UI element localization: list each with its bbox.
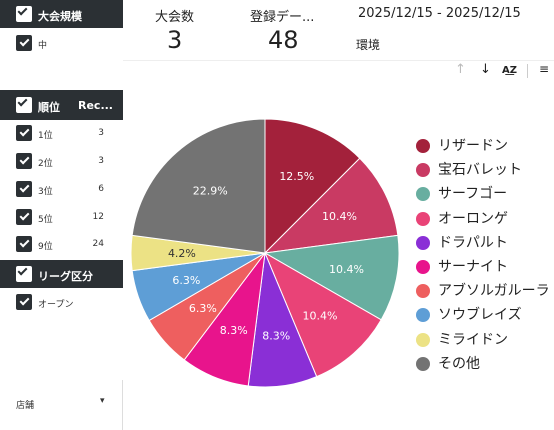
legend-label: リザードン bbox=[438, 138, 508, 154]
legend-swatch bbox=[416, 260, 430, 274]
legend-label: 宝石バレット bbox=[438, 162, 522, 179]
filter-header-rank[interactable]: 順位 Rec... bbox=[0, 90, 123, 120]
pie-slice[interactable] bbox=[263, 234, 400, 321]
legend-swatch bbox=[416, 235, 430, 250]
arrow-down-icon[interactable]: ↓ bbox=[480, 62, 491, 77]
legend-label: サーフゴー bbox=[438, 186, 508, 203]
checkbox-icon[interactable] bbox=[16, 96, 32, 113]
filter-item-count: 12 bbox=[92, 212, 104, 222]
pie-slice[interactable] bbox=[131, 118, 266, 254]
filter-item-label: 中 bbox=[38, 41, 48, 51]
legend-label: アブソルガルーラ bbox=[438, 283, 550, 300]
checkbox-icon[interactable] bbox=[16, 209, 32, 225]
filter-item-rank-1[interactable]: 1位 3 bbox=[0, 122, 123, 144]
kpi-tournaments-value: 3 bbox=[167, 26, 183, 54]
pie-slice[interactable] bbox=[263, 251, 382, 378]
filter-item-count: 6 bbox=[98, 184, 104, 194]
filter-item-label: オープン bbox=[38, 300, 74, 310]
legend-swatch bbox=[416, 308, 430, 323]
filter-item-label: 1位 bbox=[38, 131, 53, 141]
legend-swatch bbox=[416, 284, 430, 299]
legend-label: ドラパルト bbox=[438, 234, 508, 251]
filter-icon[interactable]: ≡ bbox=[539, 62, 550, 76]
pie-slice-value-label: 10.4% bbox=[302, 309, 337, 322]
filter-item-rank-9[interactable]: 9位 24 bbox=[0, 233, 123, 255]
filter-sidebar: 大会規模 中 順位 Rec... 1位 3 2位 3 3位 6 5位 12 9位… bbox=[0, 0, 123, 430]
pie-slice-value-label: 10.4% bbox=[322, 210, 357, 223]
legend-swatch bbox=[416, 139, 430, 153]
legend-label: ミライドン bbox=[438, 331, 508, 348]
pie-slice-value-label: 8.3% bbox=[220, 324, 248, 337]
divider bbox=[123, 60, 554, 61]
filter-item-label: 2位 bbox=[38, 159, 53, 169]
filter-item-rank-2[interactable]: 2位 3 bbox=[0, 150, 123, 172]
date-range-picker[interactable]: 2025/12/15 - 2025/12/15 bbox=[358, 6, 521, 21]
filter-item-rank-3[interactable]: 3位 6 bbox=[0, 178, 123, 200]
legend-label: ソウブレイズ bbox=[438, 307, 522, 324]
divider bbox=[122, 380, 123, 430]
pie-slice-value-label: 4.2% bbox=[168, 247, 196, 260]
filter-item-label: 9位 bbox=[38, 242, 53, 252]
legend-swatch bbox=[416, 211, 430, 226]
pie-slice-value-label: 22.9% bbox=[193, 185, 228, 198]
arrow-up-icon[interactable]: ↑ bbox=[455, 62, 466, 77]
filter-header-league[interactable]: リーグ区分 bbox=[0, 260, 123, 288]
legend-swatch bbox=[416, 356, 430, 371]
filter-header-label: 大会規模 bbox=[38, 10, 82, 23]
legend-label: オーロンゲ bbox=[438, 210, 508, 227]
filter-item-count: 3 bbox=[98, 128, 104, 138]
checkbox-icon[interactable] bbox=[16, 125, 32, 141]
legend-swatch bbox=[416, 187, 430, 202]
pie-slice-value-label: 12.5% bbox=[279, 170, 314, 183]
toolbar-divider bbox=[527, 64, 528, 78]
pie-slice-value-label: 6.3% bbox=[189, 302, 217, 315]
pie-slice-value-label: 6.3% bbox=[172, 274, 200, 287]
filter-item-medium[interactable]: 中 bbox=[0, 32, 123, 54]
filter-item-count: 3 bbox=[98, 156, 104, 166]
filter-header-scale[interactable]: 大会規模 bbox=[0, 0, 123, 28]
kpi-tournaments-label: 大会数 bbox=[155, 10, 195, 25]
filter-header-column-label[interactable]: Rec... bbox=[78, 99, 113, 112]
checkbox-icon[interactable] bbox=[16, 181, 32, 197]
environment-filter[interactable]: 環境 bbox=[356, 38, 381, 52]
filter-header-label: 順位 bbox=[38, 101, 60, 114]
checkbox-icon[interactable] bbox=[16, 35, 32, 51]
kpi-registrations-label: 登録デー... bbox=[250, 10, 315, 25]
pie-slice-value-label: 10.4% bbox=[329, 263, 364, 276]
filter-item-rank-5[interactable]: 5位 12 bbox=[0, 206, 123, 228]
legend-label: その他 bbox=[438, 355, 480, 372]
checkbox-icon[interactable] bbox=[16, 236, 32, 252]
filter-item-label: 5位 bbox=[38, 215, 53, 225]
pie-slice-value-label: 8.3% bbox=[262, 329, 290, 342]
legend-swatch bbox=[416, 163, 430, 178]
pie-slice[interactable] bbox=[263, 157, 399, 254]
checkbox-icon[interactable] bbox=[16, 5, 32, 22]
sort-az-icon[interactable]: A͟Z bbox=[502, 65, 517, 76]
kpi-registrations-value: 48 bbox=[268, 26, 299, 54]
filter-header-label: リーグ区分 bbox=[38, 270, 93, 283]
legend-swatch bbox=[416, 332, 430, 347]
caret-down-icon[interactable]: ▾ bbox=[100, 396, 105, 406]
filter-item-open[interactable]: オープン bbox=[0, 291, 123, 313]
store-dropdown-label[interactable]: 店舗 bbox=[16, 401, 35, 411]
checkbox-icon[interactable] bbox=[16, 265, 32, 282]
legend-label: サーナイト bbox=[438, 259, 508, 275]
pie-slice[interactable] bbox=[264, 118, 361, 255]
checkbox-icon[interactable] bbox=[16, 294, 32, 310]
checkbox-icon[interactable] bbox=[16, 153, 32, 169]
filter-item-label: 3位 bbox=[38, 187, 53, 197]
filter-item-count: 24 bbox=[92, 239, 104, 249]
